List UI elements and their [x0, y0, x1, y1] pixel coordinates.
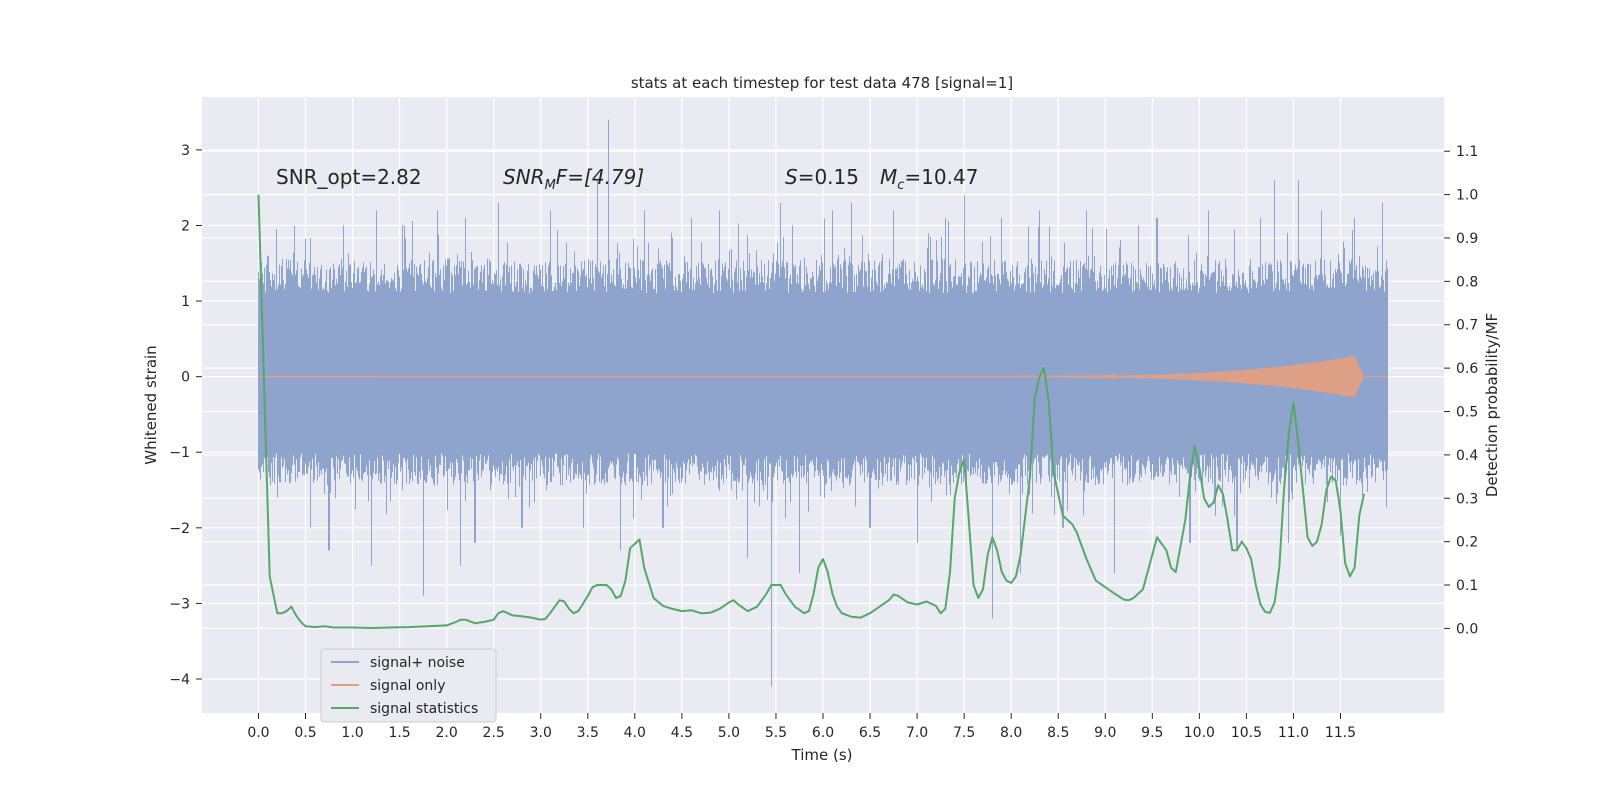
- left-y-tick-label: 2: [181, 218, 190, 234]
- left-y-axis-label: Whitened strain: [142, 345, 160, 464]
- left-y-tick-label: −4: [169, 672, 190, 688]
- right-y-tick-label: 0.7: [1456, 318, 1478, 334]
- right-y-tick-label: 0.1: [1456, 578, 1478, 594]
- annotation-chirp-mass-rest: =10.47: [904, 165, 978, 189]
- x-tick-label: 1.0: [341, 725, 363, 741]
- annotation-chirp-mass-main: M: [880, 165, 897, 189]
- signal-statistics-line: [257, 194, 1365, 629]
- right-y-tick-label: 0.5: [1456, 405, 1478, 421]
- x-tick-label: 4.0: [624, 725, 646, 741]
- x-tick-label: 5.5: [765, 725, 787, 741]
- annotation-snr-opt: SNR_opt=2.82: [276, 165, 422, 189]
- x-tick-label: 10.0: [1184, 725, 1215, 741]
- left-y-tick-label: −1: [169, 445, 190, 461]
- right-y-tick-label: 0.9: [1456, 231, 1478, 247]
- left-y-tick-labels: −4 −3 −2 −1 0 1 2 3: [169, 143, 202, 688]
- right-y-tick-label: 1.0: [1456, 188, 1478, 204]
- left-y-tick-label: −3: [169, 596, 190, 612]
- annotation-spin-rest: =0.15: [798, 165, 859, 189]
- right-y-tick-label: 0.0: [1456, 621, 1478, 637]
- x-tick-label: 11.0: [1278, 725, 1309, 741]
- annotation-snr-mf: SNRMF=[4.79]: [503, 165, 644, 193]
- right-y-tick-label: 0.4: [1456, 448, 1478, 464]
- x-tick-label: 9.5: [1141, 725, 1163, 741]
- annotation-snr-mf-rest: F=[4.79]: [556, 165, 644, 189]
- signal-only-series: [258, 356, 1388, 398]
- right-y-tick-labels: 0.0 0.1 0.2 0.3 0.4 0.5 0.6 0.7 0.8 0.9 1.0 1.1: [1444, 144, 1478, 637]
- right-y-tick-label: 1.1: [1456, 144, 1478, 160]
- x-tick-label: 4.5: [671, 725, 693, 741]
- x-tick-label: 3.5: [577, 725, 599, 741]
- x-tick-label: 2.0: [436, 725, 458, 741]
- right-y-tick-label: 0.8: [1456, 274, 1478, 290]
- legend-box: [320, 648, 497, 723]
- chart-title: stats at each timestep for test data 478…: [631, 74, 1013, 92]
- x-tick-label: 9.0: [1094, 725, 1116, 741]
- left-y-tick-label: −2: [169, 521, 190, 537]
- right-y-tick-label: 0.2: [1456, 535, 1478, 551]
- x-tick-label: 8.0: [1000, 725, 1022, 741]
- signal-statistics-series: [257, 194, 1365, 629]
- x-axis-label: Time (s): [791, 746, 853, 764]
- x-tick-labels: 0.0 0.5 1.0 1.5 2.0 2.5 3.0 3.5 4.0 4.5 5.0 5.5 6.0 6…: [247, 713, 1356, 741]
- annotation-spin: S=0.15: [785, 165, 859, 189]
- x-tick-label: 0.5: [294, 725, 316, 741]
- left-y-tick-label: 3: [181, 143, 190, 159]
- x-tick-label: 10.5: [1231, 725, 1262, 741]
- legend-label-signal-only: signal only: [370, 678, 445, 694]
- x-tick-label: 6.0: [812, 725, 834, 741]
- right-y-axis-label: Detection probability/MF: [1483, 313, 1501, 497]
- annotation-snr-mf-sub: M: [545, 178, 556, 193]
- x-tick-label: 2.5: [483, 725, 505, 741]
- annotation-snr-mf-main: SNR: [503, 165, 545, 189]
- legend: signal+ noise signal only signal statist…: [320, 648, 497, 723]
- left-y-tick-label: 1: [181, 294, 190, 310]
- annotation-spin-main: S: [785, 165, 798, 189]
- annotation-chirp-mass-sub: c: [897, 178, 904, 193]
- right-y-tick-label: 0.3: [1456, 491, 1478, 507]
- x-tick-label: 3.0: [530, 725, 552, 741]
- x-tick-label: 7.0: [906, 725, 928, 741]
- x-tick-label: 7.5: [953, 725, 975, 741]
- right-y-tick-label: 0.6: [1456, 361, 1478, 377]
- x-tick-label: 11.5: [1325, 725, 1356, 741]
- x-tick-label: 0.0: [247, 725, 269, 741]
- left-y-tick-label: 0: [181, 370, 190, 386]
- x-tick-label: 5.0: [718, 725, 740, 741]
- legend-label-signal-statistics: signal statistics: [370, 701, 478, 717]
- x-tick-label: 1.5: [388, 725, 410, 741]
- legend-label-signal-noise: signal+ noise: [370, 655, 465, 671]
- x-tick-label: 8.5: [1047, 725, 1069, 741]
- x-tick-label: 6.5: [859, 725, 881, 741]
- signal-only-trace: [258, 356, 1388, 398]
- annotation-chirp-mass: Mc=10.47: [880, 165, 978, 193]
